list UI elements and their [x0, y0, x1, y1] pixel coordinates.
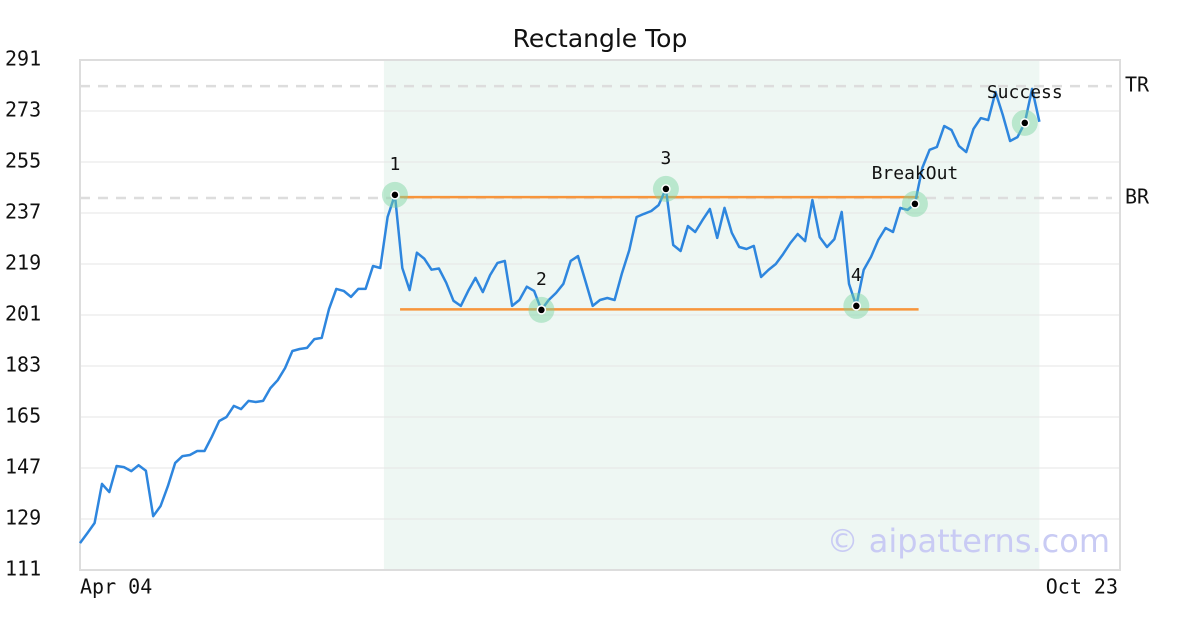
chart-title: Rectangle Top [513, 24, 688, 53]
plot-border [79, 59, 1121, 571]
y-tick-label: 183 [5, 353, 41, 377]
marker-dot [390, 190, 400, 200]
marker-label: BreakOut [872, 163, 959, 184]
y-tick-label: 111 [5, 557, 41, 581]
price-line [78, 87, 1041, 544]
marker-dot [910, 199, 920, 209]
y-tick-label: 255 [5, 149, 41, 173]
marker-label: 4 [851, 265, 862, 286]
y-tick-label: 147 [5, 455, 41, 479]
x-tick-label: Apr 04 [80, 575, 152, 599]
y-tick-label: 237 [5, 200, 41, 224]
marker-label: 2 [536, 269, 547, 290]
y-tick-label: 291 [5, 47, 41, 71]
y-tick-label: 219 [5, 251, 41, 275]
marker-dot [1020, 118, 1030, 128]
y-tick-label: 273 [5, 98, 41, 122]
marker-label: 1 [390, 154, 401, 175]
y-tick-label: 129 [5, 506, 41, 530]
marker-dot [536, 305, 547, 315]
watermark: © aipatterns.com [827, 522, 1110, 560]
marker-label: Success [987, 82, 1063, 103]
level-label: BR [1125, 184, 1150, 208]
marker-dot [851, 301, 862, 311]
y-tick-label: 165 [5, 404, 41, 428]
y-tick-label: 201 [5, 302, 41, 326]
level-label: TR [1125, 73, 1150, 97]
x-tick-label: Oct 23 [1046, 575, 1118, 599]
marker-label: 3 [660, 148, 671, 169]
marker-dot [661, 184, 671, 194]
